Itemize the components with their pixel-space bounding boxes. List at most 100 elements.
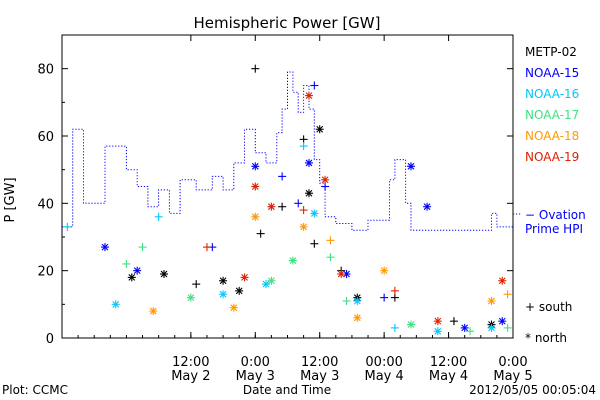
legend-ovation-prime-hpi-line-1: − Ovation <box>525 208 586 222</box>
y-tick-label: 40 <box>37 197 54 212</box>
noaa-19-point-star <box>240 273 249 282</box>
legend-ovation-prime-hpi-line-2: Prime HPI <box>525 222 583 236</box>
noaa-17-point-plus <box>138 243 147 252</box>
noaa-16-point-plus <box>299 142 308 151</box>
y-tick-label: 60 <box>37 130 54 145</box>
noaa-18-point-star <box>299 222 308 231</box>
noaa-16-point-star <box>353 296 362 305</box>
noaa-16-point-plus <box>390 323 399 332</box>
metp-02-point-star <box>219 276 228 285</box>
noaa-19-point-plus <box>299 206 308 215</box>
x-axis-label: Date and Time <box>243 383 331 397</box>
chart-title: Hemispheric Power [GW] <box>194 14 381 32</box>
noaa-19-point-star <box>321 175 330 184</box>
noaa-15-point-plus <box>278 172 287 181</box>
noaa-15-point-star <box>133 266 142 275</box>
x-tick-label-date: May 4 <box>429 369 468 384</box>
metp-02-point-star <box>304 189 313 198</box>
x-tick-label-time: 0:00 <box>498 355 527 370</box>
noaa-17-point-star <box>288 256 297 265</box>
metp-02-point-plus <box>192 280 201 289</box>
noaa-16-point-star <box>262 280 271 289</box>
noaa-17-point-plus <box>503 323 512 332</box>
metp-02-point-plus <box>299 135 308 144</box>
legend-noaa-19: NOAA-19 <box>525 150 579 164</box>
noaa-15-point-plus <box>380 293 389 302</box>
metp-02-point-star <box>315 125 324 134</box>
noaa-17-point-plus <box>342 296 351 305</box>
plot-frame <box>61 34 514 339</box>
y-axis-label: P [GW] <box>3 177 18 222</box>
noaa-16-point-plus <box>63 222 72 231</box>
noaa-18-point-star <box>380 266 389 275</box>
x-tick-label-time: 12:00 <box>430 355 467 370</box>
y-tick-label: 0 <box>46 332 54 347</box>
noaa-15-point-plus <box>310 81 319 90</box>
plot-credit: Plot: CCMC <box>2 383 68 397</box>
marker-key-south: + south <box>525 300 572 314</box>
noaa-19-point-star <box>433 317 442 326</box>
noaa-16-point-star <box>487 323 496 332</box>
x-tick-label-date: May 3 <box>236 369 275 384</box>
x-tick-label-date: May 3 <box>300 369 339 384</box>
noaa-18-point-plus <box>326 236 335 245</box>
metp-02-point-plus <box>310 239 319 248</box>
legend-noaa-15: NOAA-15 <box>525 66 579 80</box>
x-tick-label-time: 12:00 <box>172 355 209 370</box>
x-tick-label-time: 00:00 <box>365 355 402 370</box>
noaa-19-point-plus <box>202 243 211 252</box>
metp-02-point-plus <box>390 293 399 302</box>
noaa-15-point-star <box>304 158 313 167</box>
noaa-19-point-star <box>337 270 346 279</box>
x-tick-label-date: May 5 <box>493 369 532 384</box>
noaa-17-point-plus <box>466 327 475 336</box>
ovation-prime-hpi-line <box>62 71 513 231</box>
noaa-19-point-star <box>251 182 260 191</box>
marker-key-north: * north <box>525 331 567 345</box>
noaa-15-point-star <box>406 162 415 171</box>
x-tick-label-date: May 4 <box>365 369 404 384</box>
legend-metp-02: METP-02 <box>525 45 577 59</box>
noaa-15-point-star <box>342 270 351 279</box>
metp-02-point-plus <box>278 202 287 211</box>
y-tick-label: 80 <box>37 63 54 78</box>
noaa-17-point-star <box>406 320 415 329</box>
metp-02-point-plus <box>251 64 260 73</box>
metp-02-point-plus <box>256 229 265 238</box>
x-tick-label-time: 0:00 <box>241 355 270 370</box>
x-tick-label-date: May 2 <box>171 369 210 384</box>
noaa-16-point-star <box>310 209 319 218</box>
noaa-16-point-star <box>433 327 442 336</box>
noaa-18-point-star <box>251 212 260 221</box>
legend-noaa-16: NOAA-16 <box>525 87 579 101</box>
noaa-18-point-star <box>353 313 362 322</box>
noaa-18-point-star <box>487 296 496 305</box>
metp-02-point-star <box>235 286 244 295</box>
noaa-19-point-star <box>267 202 276 211</box>
noaa-15-point-star <box>423 202 432 211</box>
noaa-19-point-plus <box>390 286 399 295</box>
noaa-15-point-star <box>498 317 507 326</box>
noaa-15-point-star <box>251 162 260 171</box>
noaa-18-point-star <box>149 307 158 316</box>
x-tick-label-time: 12:00 <box>301 355 338 370</box>
legend-noaa-17: NOAA-17 <box>525 108 579 122</box>
metp-02-point-star <box>127 273 136 282</box>
plot-timestamp: 2012/05/05 00:05:04 <box>469 383 596 397</box>
noaa-16-point-plus <box>154 212 163 221</box>
noaa-15-point-star <box>100 243 109 252</box>
noaa-16-point-star <box>111 300 120 309</box>
metp-02-point-plus <box>449 317 458 326</box>
metp-02-point-star <box>160 270 169 279</box>
noaa-19-point-star <box>304 91 313 100</box>
noaa-19-point-star <box>498 276 507 285</box>
noaa-15-point-star <box>460 323 469 332</box>
noaa-17-point-plus <box>122 259 131 268</box>
noaa-18-point-plus <box>503 290 512 299</box>
noaa-17-point-star <box>267 276 276 285</box>
noaa-15-point-plus <box>321 182 330 191</box>
noaa-15-point-plus <box>294 199 303 208</box>
noaa-17-point-plus <box>326 253 335 262</box>
noaa-17-point-star <box>186 293 195 302</box>
